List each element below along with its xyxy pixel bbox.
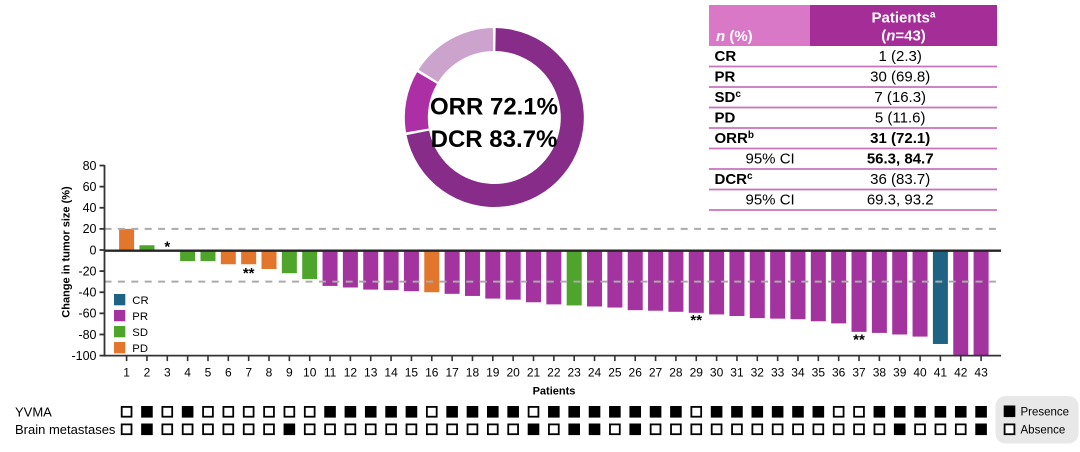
svg-text:34: 34 xyxy=(791,366,805,380)
svg-text:SDc: SDc xyxy=(715,89,742,106)
svg-text:36: 36 xyxy=(832,366,846,380)
svg-text:36 (83.7): 36 (83.7) xyxy=(870,171,930,188)
svg-text:Brain metastases: Brain metastases xyxy=(15,422,116,437)
svg-text:32: 32 xyxy=(751,366,765,380)
svg-text:8: 8 xyxy=(266,366,273,380)
svg-text:14: 14 xyxy=(384,366,398,380)
svg-text:PD: PD xyxy=(715,110,736,127)
svg-text:**: ** xyxy=(243,265,255,282)
svg-text:6: 6 xyxy=(225,366,232,380)
svg-text:7 (16.3): 7 (16.3) xyxy=(874,89,926,106)
svg-text:5 (11.6): 5 (11.6) xyxy=(875,110,926,127)
svg-text:33: 33 xyxy=(771,366,785,380)
svg-text:21: 21 xyxy=(527,366,541,380)
svg-text:CR: CR xyxy=(715,48,737,65)
svg-text:80: 80 xyxy=(83,159,97,173)
svg-text:40: 40 xyxy=(83,201,97,215)
svg-text:Patients: Patients xyxy=(533,386,576,398)
svg-text:10: 10 xyxy=(303,366,317,380)
svg-text:27: 27 xyxy=(649,366,663,380)
svg-text:Presence: Presence xyxy=(1021,407,1070,419)
svg-text:31 (72.1): 31 (72.1) xyxy=(870,130,930,147)
svg-text:-100: -100 xyxy=(71,349,96,363)
svg-text:40: 40 xyxy=(913,366,927,380)
svg-text:7: 7 xyxy=(245,366,252,380)
svg-text:3: 3 xyxy=(164,366,171,380)
svg-text:20: 20 xyxy=(506,366,520,380)
svg-text:*: * xyxy=(164,239,170,256)
svg-text:60: 60 xyxy=(83,180,97,194)
svg-text:Absence: Absence xyxy=(1021,425,1066,437)
svg-text:20: 20 xyxy=(83,222,97,236)
svg-text:1 (2.3): 1 (2.3) xyxy=(879,48,922,65)
svg-text:41: 41 xyxy=(934,366,948,380)
svg-text:YVMA: YVMA xyxy=(15,405,52,420)
svg-text:ORR 72.1%: ORR 72.1% xyxy=(430,94,558,121)
svg-text:26: 26 xyxy=(629,366,643,380)
svg-text:Change in tumor size (%): Change in tumor size (%) xyxy=(61,186,73,318)
svg-text:**: ** xyxy=(853,332,865,349)
svg-text:PD: PD xyxy=(132,343,148,355)
svg-text:30 (69.8): 30 (69.8) xyxy=(870,69,930,86)
svg-text:18: 18 xyxy=(466,366,480,380)
svg-text:95% CI: 95% CI xyxy=(746,151,795,168)
svg-text:69.3, 93.2: 69.3, 93.2 xyxy=(867,192,934,209)
svg-text:4: 4 xyxy=(184,366,191,380)
svg-text:0: 0 xyxy=(90,243,97,257)
svg-text:42: 42 xyxy=(954,366,968,380)
svg-text:12: 12 xyxy=(344,366,358,380)
svg-text:-20: -20 xyxy=(78,264,96,278)
svg-text:CR: CR xyxy=(132,295,148,307)
svg-text:9: 9 xyxy=(286,366,293,380)
svg-text:n (%): n (%) xyxy=(716,28,753,45)
svg-text:13: 13 xyxy=(364,366,378,380)
svg-text:43: 43 xyxy=(974,366,988,380)
svg-text:DCR 83.7%: DCR 83.7% xyxy=(431,126,558,153)
svg-text:-80: -80 xyxy=(78,328,96,342)
svg-text:(n=43): (n=43) xyxy=(881,28,926,45)
svg-text:-40: -40 xyxy=(78,286,96,300)
svg-text:28: 28 xyxy=(669,366,683,380)
svg-text:56.3, 84.7: 56.3, 84.7 xyxy=(867,151,934,168)
svg-text:5: 5 xyxy=(205,366,212,380)
svg-text:DCRc: DCRc xyxy=(715,171,754,188)
svg-text:35: 35 xyxy=(812,366,826,380)
svg-text:19: 19 xyxy=(486,366,500,380)
svg-text:31: 31 xyxy=(730,366,744,380)
svg-text:23: 23 xyxy=(568,366,582,380)
svg-text:ORRb: ORRb xyxy=(715,130,754,147)
svg-text:17: 17 xyxy=(445,366,459,380)
svg-text:2: 2 xyxy=(144,366,151,380)
svg-text:39: 39 xyxy=(893,366,907,380)
svg-text:11: 11 xyxy=(324,366,337,380)
svg-text:**: ** xyxy=(690,312,702,329)
svg-text:15: 15 xyxy=(405,366,419,380)
svg-text:24: 24 xyxy=(588,366,602,380)
svg-text:PR: PR xyxy=(132,311,148,323)
svg-text:SD: SD xyxy=(132,327,148,339)
svg-text:1: 1 xyxy=(123,366,130,380)
svg-text:16: 16 xyxy=(425,366,439,380)
svg-text:29: 29 xyxy=(690,366,704,380)
svg-text:38: 38 xyxy=(873,366,887,380)
svg-text:37: 37 xyxy=(852,366,866,380)
svg-text:30: 30 xyxy=(710,366,724,380)
svg-text:Patientsa: Patientsa xyxy=(872,10,936,27)
svg-text:PR: PR xyxy=(715,69,736,86)
svg-text:95% CI: 95% CI xyxy=(746,192,795,209)
svg-text:25: 25 xyxy=(608,366,622,380)
svg-text:-60: -60 xyxy=(78,307,96,321)
svg-text:22: 22 xyxy=(547,366,561,380)
